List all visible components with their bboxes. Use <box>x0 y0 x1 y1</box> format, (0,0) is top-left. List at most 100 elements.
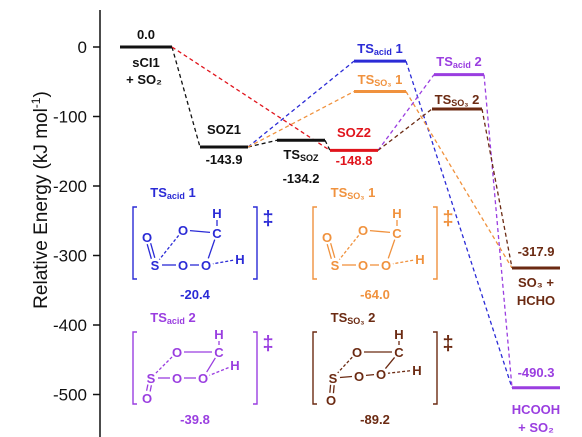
y-tick-label: -400 <box>53 316 87 335</box>
name-hcooh-line1: HCOOH <box>512 402 560 417</box>
ts-double-dagger-icon: ‡ <box>442 208 453 230</box>
atom-C: C <box>212 226 222 241</box>
connector-sci1-soz2 <box>171 46 331 151</box>
name-so3hcho-line1: SO₃ + <box>518 275 554 290</box>
structure-title-main: TS <box>331 310 348 325</box>
y-tick-label: -200 <box>53 177 87 196</box>
bond-double <box>146 244 152 259</box>
atom-O: O <box>198 371 208 386</box>
atom-O: O <box>352 345 362 360</box>
atom-O: O <box>358 223 368 238</box>
structure-energy: -39.8 <box>180 412 210 427</box>
value-tssoz: -134.2 <box>283 171 320 186</box>
structure-s_so3_1: TSSO₃ 1‡OS O OO CHH-64.0 <box>312 185 454 302</box>
bond-partial <box>212 259 234 265</box>
name-sci1-line2: + SO₂ <box>126 72 162 87</box>
atom-O: O <box>201 258 211 273</box>
structure-title-tail: 2 <box>364 310 375 325</box>
name-tsso3-1: TSSO₃ 1 <box>358 72 403 88</box>
bond-single <box>206 357 216 373</box>
connector-soz2-tsso3_2 <box>377 108 433 151</box>
name-so3hcho-line2: HCHO <box>517 293 555 308</box>
bond-double <box>332 385 335 394</box>
structure-title-main: TS <box>150 310 167 325</box>
atom-S: S <box>147 371 156 386</box>
connector-sci1-soz1 <box>171 46 201 148</box>
value-sci1: 0.0 <box>137 27 155 42</box>
value-soz2: -148.8 <box>336 153 373 168</box>
structure-s_acid1: TSacid 1‡OS O OO CHH-20.4 <box>132 185 274 302</box>
atom-S: S <box>151 258 160 273</box>
y-tick-label: -100 <box>53 108 87 127</box>
atom-O: O <box>326 393 336 408</box>
y-axis-label-end: ) <box>31 91 52 97</box>
connector-soz1-tsso3_1 <box>247 90 355 148</box>
bracket-left <box>312 206 317 280</box>
atom-O: O <box>381 258 391 273</box>
name-tsso3-1-sub: SO₃ <box>374 78 391 88</box>
value-hcooh: -490.3 <box>518 365 555 380</box>
bond-single <box>384 357 396 369</box>
name-tsacid1-sub: acid <box>374 47 392 57</box>
atom-O: O <box>354 369 364 384</box>
atom-O: O <box>142 230 152 245</box>
ts-double-dagger-icon: ‡ <box>442 333 453 355</box>
y-tick-label: -500 <box>53 386 87 405</box>
structure-energy: -89.2 <box>360 412 390 427</box>
name-sci1-line1: sCI1 <box>132 55 159 70</box>
atom-O: O <box>178 223 188 238</box>
atom-S: S <box>329 371 338 386</box>
atom-S: S <box>331 258 340 273</box>
atom-O: O <box>358 258 368 273</box>
bond-single <box>339 375 353 379</box>
atom-O: O <box>142 391 152 406</box>
structure-title: TSacid 2 <box>150 310 195 326</box>
name-tsacid2-tail: 2 <box>471 54 482 69</box>
structure-title-sub: acid <box>167 316 185 326</box>
atom-H: H <box>415 252 424 267</box>
name-tsso3-2: TSSO₃ 2 <box>435 92 480 108</box>
bond-single <box>387 239 396 259</box>
structure-title: TSSO₃ 2 <box>331 310 376 326</box>
bond-double <box>326 244 332 259</box>
bond-single <box>207 239 216 259</box>
bracket-left <box>312 331 317 405</box>
atom-C: C <box>392 226 402 241</box>
atom-H: H <box>214 327 223 342</box>
bond-single <box>365 373 375 377</box>
bond-double <box>150 243 156 258</box>
y-axis-label: Relative Energy (kJ mol-1) <box>29 91 52 309</box>
bracket-right <box>433 206 438 280</box>
name-tsacid1-tail: 1 <box>392 41 403 56</box>
name-tsacid2-main: TS <box>436 54 453 69</box>
name-tsacid2-sub: acid <box>453 60 471 70</box>
ts-double-dagger-icon: ‡ <box>262 208 273 230</box>
connector-soz2-tsacid2 <box>377 74 435 151</box>
atom-C: C <box>214 345 224 360</box>
bond-single <box>369 229 391 234</box>
atom-H: H <box>394 327 403 342</box>
structure-title-tail: 1 <box>364 185 375 200</box>
structure-title-sub: SO₃ <box>347 191 364 201</box>
y-axis-label-main: Relative Energy (kJ mol <box>31 108 52 309</box>
structure-title-tail: 1 <box>185 185 196 200</box>
atom-O: O <box>172 371 182 386</box>
atom-O: O <box>172 345 182 360</box>
connector-tsacid2-hcooh <box>483 74 513 388</box>
y-axis-label-sup: -1 <box>29 97 43 108</box>
structure-title: TSacid 1 <box>150 185 195 201</box>
connector-tssoz-soz2 <box>324 139 331 151</box>
structure-s_so3_2: TSSO₃ 2‡OS O OO CHH-89.2 <box>312 310 454 427</box>
name-tsso3-2-main: TS <box>435 92 452 107</box>
atom-O: O <box>376 367 386 382</box>
atom-H: H <box>392 206 401 221</box>
name-tssoz: TSSOZ <box>283 147 319 163</box>
y-tick-label: -300 <box>53 247 87 266</box>
structure-title: TSSO₃ 1 <box>331 185 376 201</box>
bond-partial <box>158 235 180 260</box>
atom-H: H <box>230 358 239 373</box>
value-so3hcho: -317.9 <box>518 244 555 259</box>
atom-O: O <box>178 258 188 273</box>
